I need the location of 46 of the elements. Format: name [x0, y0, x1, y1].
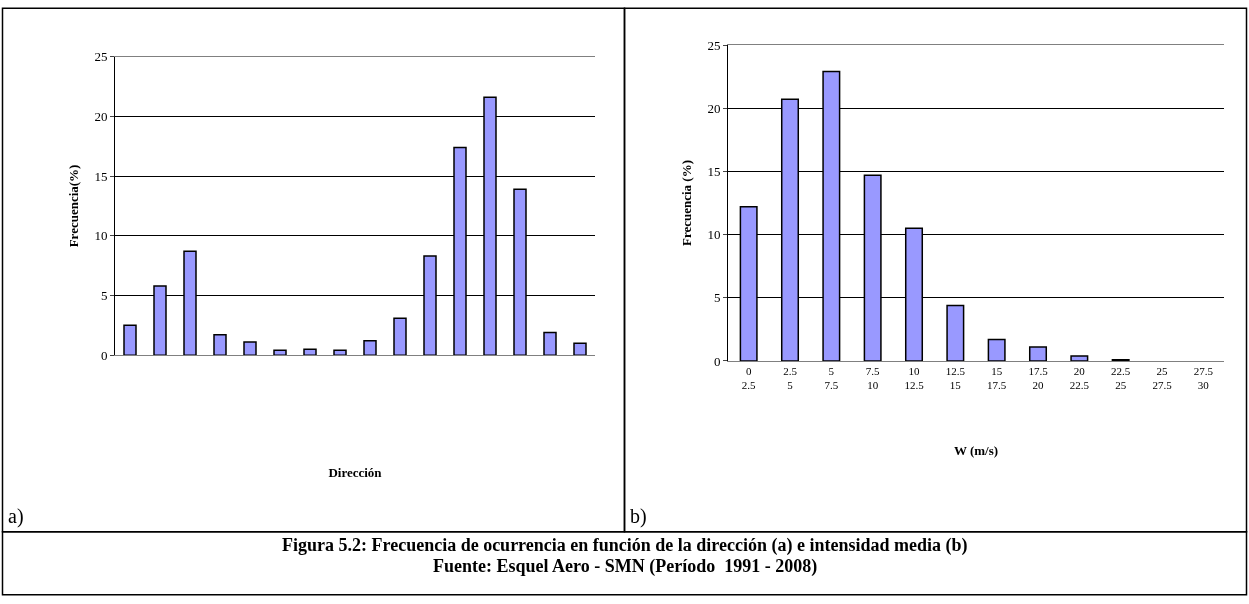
- bar: [333, 349, 347, 356]
- x-tick-label: 12.5 15: [945, 365, 966, 392]
- bar: [393, 317, 407, 356]
- text: a): [8, 505, 24, 528]
- x-tick-label: 10 12.5: [904, 365, 925, 392]
- x-tick-label: 27.5 30: [1193, 365, 1214, 392]
- bar: [1028, 346, 1048, 361]
- bar: [273, 349, 287, 356]
- y-tick-label: 0: [713, 353, 721, 369]
- x-tick-label: 20 22.5: [1069, 365, 1090, 392]
- x-tick-label: 5 7.5: [824, 365, 839, 392]
- y-tick-label: 25: [94, 49, 108, 65]
- bar: [946, 304, 965, 361]
- bar: [1070, 355, 1089, 361]
- bar: [363, 340, 377, 356]
- y-tick-label: 15: [707, 163, 721, 179]
- x-axis-title: W (m/s): [953, 443, 999, 459]
- x-tick-label: 7.5 10: [865, 365, 881, 392]
- x-tick-label: 22.5 25: [1111, 365, 1131, 392]
- bar: [303, 348, 317, 356]
- y-tick-label: 20: [707, 100, 721, 116]
- y-tick-label: 5: [100, 288, 108, 303]
- y-tick-label: 20: [94, 108, 108, 124]
- y-tick-label: 15: [94, 168, 108, 184]
- y-axis-title: Frecuencia (%): [679, 159, 695, 247]
- bar: [213, 334, 227, 356]
- bar: [243, 341, 257, 356]
- x-axis-title: Dirección: [328, 464, 383, 480]
- text: Figura 5.2: Frecuencia de ocurrencia en función de la dirección (a) e intensidad media (b): [282, 535, 968, 556]
- x-tick-label: 17.5 20: [1028, 365, 1049, 392]
- y-tick-label: 5: [713, 290, 721, 306]
- bar: [123, 324, 137, 356]
- y-tick-label: 0: [100, 347, 108, 363]
- y-tick-label: 10: [94, 228, 108, 244]
- x-tick-label: 25 27.5: [1152, 365, 1173, 392]
- bar: [543, 331, 557, 356]
- x-tick-label: 15 17.5: [987, 365, 1007, 392]
- bar: [987, 338, 1006, 361]
- x-tick-label: 0 2.5: [741, 365, 757, 392]
- text: b): [630, 505, 647, 528]
- y-tick-label: 25: [707, 37, 721, 53]
- x-tick-label: 2.5 5: [783, 365, 798, 392]
- y-axis-title: Frecuencia(%): [66, 164, 82, 248]
- y-tick-label: 10: [707, 227, 721, 243]
- bar: [573, 342, 587, 356]
- source-note: Fuente: Esquel Aero - SMN (Período 1991 - 2008): [433, 556, 818, 577]
